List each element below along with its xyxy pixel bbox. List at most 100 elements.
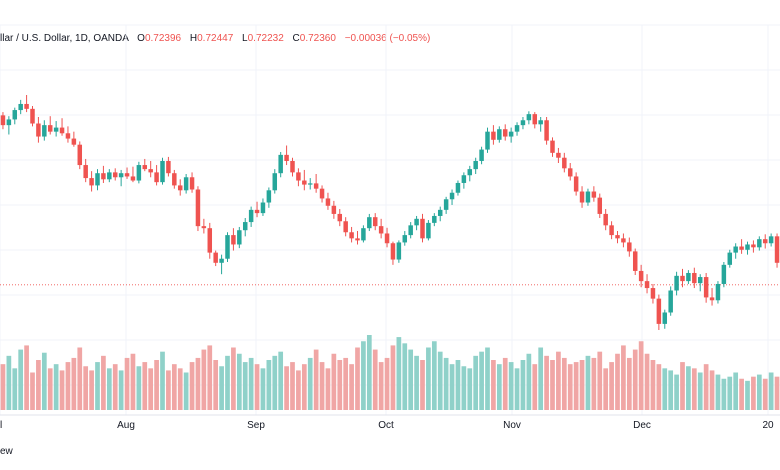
volume-bar [585, 355, 591, 410]
candle-body [432, 215, 437, 223]
volume-bar [449, 364, 455, 410]
volume-bar [195, 357, 201, 410]
open-key: O [137, 33, 145, 44]
candle-body [160, 160, 165, 183]
candle-body [355, 238, 360, 241]
candle-body [260, 202, 266, 214]
volume-bar [745, 380, 750, 410]
candle-body [751, 244, 756, 248]
volume-bar [242, 362, 248, 410]
volume-bars [0, 335, 780, 410]
candle-body [177, 185, 183, 191]
volume-bar [148, 368, 154, 410]
candle-body [692, 272, 697, 284]
volume-bar [171, 364, 177, 410]
candle-body [219, 258, 224, 263]
candle-body [680, 275, 685, 282]
volume-bar [278, 351, 284, 410]
candle-body [248, 209, 254, 223]
candle-body [715, 283, 721, 301]
volume-bar [739, 378, 744, 410]
volume-bar [650, 360, 656, 410]
candle-body [762, 239, 768, 244]
volume-bar [390, 345, 396, 410]
candle-body [130, 176, 136, 181]
candle-body [302, 180, 307, 185]
volume-bar [160, 351, 165, 410]
volume-bar [674, 374, 679, 410]
volume-bar [0, 364, 6, 410]
candle-body [166, 160, 171, 174]
candle-body [603, 213, 608, 226]
volume-bar [508, 362, 514, 410]
volume-bar [349, 364, 354, 410]
candle-body [83, 165, 88, 179]
volume-bar [18, 349, 24, 410]
volume-bar [378, 362, 384, 410]
volume-bar [662, 368, 668, 410]
candle-body [721, 264, 727, 284]
volume-bar [130, 353, 136, 410]
volume-bar [307, 357, 313, 410]
volume-bar [112, 364, 118, 410]
candle-body [396, 242, 402, 260]
candle-body [508, 131, 514, 137]
candle-body [225, 235, 230, 259]
candle-body [473, 160, 478, 170]
volume-bar [124, 357, 130, 410]
candle-body [437, 209, 443, 216]
candle-body [142, 165, 148, 170]
candle-body [266, 190, 272, 203]
volume-bar [236, 353, 242, 410]
volume-bar [30, 372, 35, 410]
candle-body [95, 173, 100, 186]
candle-body [148, 169, 153, 173]
candle-body [101, 173, 106, 180]
candle-body [343, 221, 348, 233]
volume-bar [491, 360, 496, 410]
candle-body [296, 172, 301, 181]
x-tick-label: Sep [247, 420, 265, 431]
volume-bar [12, 368, 18, 410]
volume-bar [680, 362, 685, 410]
candle-body [420, 218, 425, 239]
volume-bar [384, 357, 390, 410]
volume-bar [53, 364, 59, 410]
candle-body [47, 125, 53, 132]
candle-body [638, 270, 644, 282]
volume-bar [201, 349, 207, 410]
candle-body [107, 172, 112, 180]
candle-body [36, 123, 41, 137]
volume-bar [402, 343, 408, 410]
candle-body [656, 298, 662, 324]
candle-body [556, 152, 561, 158]
volume-bar [36, 360, 41, 410]
volume-bar [727, 376, 733, 410]
volume-bar [603, 368, 609, 410]
volume-bar [343, 357, 349, 410]
candle-body [337, 213, 343, 222]
candlesticks [0, 95, 780, 330]
volume-bar [260, 368, 266, 410]
candle-body [709, 297, 715, 301]
candle-body [579, 191, 585, 203]
volume-bar [609, 362, 614, 410]
candle-body [361, 228, 366, 241]
volume-bar [579, 360, 585, 410]
volume-bar [762, 378, 768, 410]
candle-body [65, 133, 71, 139]
volume-bar [479, 351, 484, 410]
candle-body [154, 172, 159, 183]
volume-bar [520, 360, 526, 410]
candle-body [774, 236, 780, 263]
candle-body [183, 177, 189, 191]
candle-body [278, 154, 283, 174]
x-tick-label: Oct [378, 420, 394, 431]
candle-body [319, 188, 325, 199]
volume-bar [756, 374, 762, 410]
volume-bar [733, 372, 739, 410]
volume-bar [225, 355, 230, 410]
volume-bar [296, 370, 301, 410]
candle-body [390, 243, 396, 260]
